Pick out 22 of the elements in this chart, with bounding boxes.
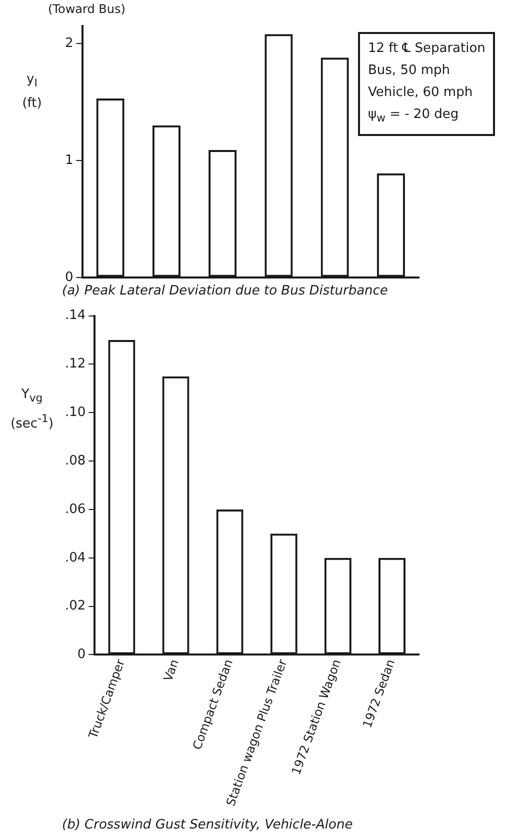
y-tick-label: 2 — [64, 36, 74, 51]
x-tick-label: Van — [160, 657, 182, 684]
y-tick-label: 1 — [64, 152, 74, 168]
annotation: Bus, 50 mph — [368, 63, 450, 78]
annotation: Vehicle, 60 mph — [368, 85, 473, 100]
text: (Toward Bus) — [48, 2, 126, 16]
x-tick-label: 1972 Sedan — [360, 657, 398, 730]
y-tick-label: .14 — [64, 308, 86, 324]
y-tick-label: .04 — [64, 550, 86, 566]
text: (a) Peak Lateral Deviation due to Bus Disturbance — [62, 284, 388, 299]
annotation: 12 ft ℄ Separation — [368, 41, 486, 56]
y-tick-label: .12 — [64, 356, 86, 372]
y-axis-title: Y$_{vg}$ (sec$^{-1}$) — [10, 386, 54, 433]
y-tick-label: .02 — [64, 598, 86, 614]
y-axis-title: y$_{I}$ (ft) — [21, 71, 43, 113]
y-tick-label: 0 — [64, 270, 74, 285]
y-tick-label: .06 — [64, 502, 86, 517]
y-tick-label: .08 — [64, 453, 86, 468]
y-tick-label: .10 — [64, 405, 86, 420]
y-tick-label: 0 — [77, 647, 86, 662]
annotation: ψ$_{w}$ = - 20 deg — [368, 107, 459, 125]
text: (b) Crosswind Gust Sensitivity, Vehicle-Alone — [62, 818, 353, 833]
